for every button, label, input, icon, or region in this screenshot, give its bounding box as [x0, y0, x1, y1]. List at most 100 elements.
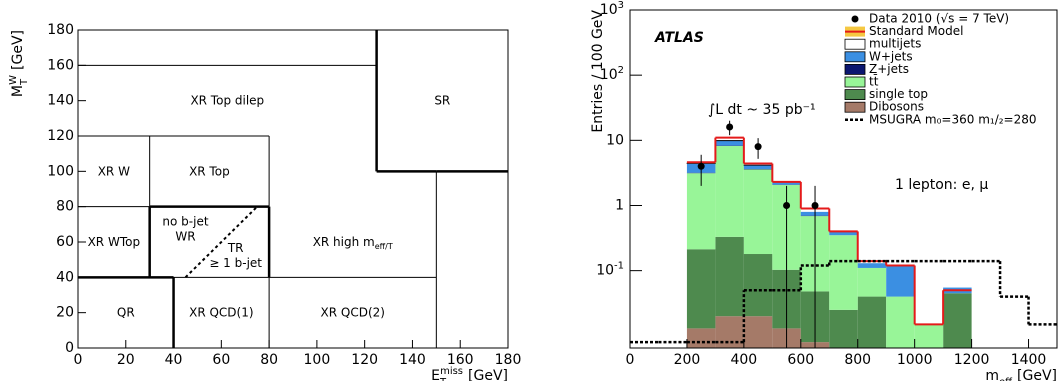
- label-sup: miss: [440, 366, 463, 377]
- region-label-text: XR QCD(1): [189, 305, 253, 319]
- legend-label: Standard Model: [869, 24, 963, 38]
- label-unit: [GeV]: [10, 30, 26, 70]
- region-label-text: XR QCD(2): [321, 305, 385, 319]
- region-label: XR QCD(1): [189, 305, 253, 319]
- plot-frame: [77, 29, 509, 349]
- region-label: SR: [434, 93, 450, 107]
- y-tick-label: 10-1: [596, 260, 624, 279]
- y-tick-label: 20: [56, 305, 74, 321]
- legend-label: single top: [869, 87, 928, 101]
- region-label: TR: [227, 240, 244, 254]
- region-label-text: XR high m: [313, 235, 375, 249]
- stack-segment: [914, 324, 944, 348]
- x-tick-label: 600: [787, 352, 814, 368]
- y-tick-base: 10: [606, 132, 624, 148]
- chart-title: ATLAS: [654, 30, 704, 46]
- y-tick-exponent: 2: [618, 65, 624, 76]
- x-tick-label: 60: [212, 352, 230, 368]
- x-axis-label: ETmiss [GeV]: [431, 366, 508, 381]
- x-tick-label: 1200: [954, 352, 990, 368]
- x-tick-label: 0: [626, 352, 635, 368]
- x-tick-label: 160: [447, 352, 474, 368]
- legend-label: Z+jets: [869, 62, 909, 76]
- x-tick-label: 1400: [1011, 352, 1047, 368]
- y-tick-exponent: -1: [614, 260, 624, 271]
- x-tick-label: 100: [304, 352, 331, 368]
- stack-segment: [715, 140, 745, 142]
- legend-swatch: [844, 51, 866, 63]
- label-base: M: [10, 85, 26, 97]
- stack-segment: [686, 249, 716, 329]
- y-tick-label: 1: [615, 197, 624, 213]
- legend-swatch: [844, 64, 866, 75]
- data-point: [783, 201, 791, 209]
- legend-swatch: [844, 76, 866, 88]
- y-tick-label: 10: [606, 132, 624, 148]
- region-label-text: SR: [434, 93, 450, 107]
- y-tick-label: 40: [56, 269, 74, 285]
- x-tick-label: 80: [260, 352, 278, 368]
- stack-segment: [857, 263, 887, 268]
- region-label-text: QR: [117, 305, 135, 319]
- region-label-text: ≥ 1 b-jet: [209, 255, 262, 269]
- y-tick-label: 140: [47, 93, 74, 109]
- region-boundary: [184, 205, 258, 279]
- y-tick-label: 100: [47, 163, 74, 179]
- stack-segment: [743, 254, 773, 317]
- region-label: XR Top dilep: [190, 93, 264, 107]
- y-tick-label: 0: [65, 340, 74, 356]
- data-point: [811, 201, 819, 209]
- legend-label: Data 2010 (√s = 7 TeV): [869, 12, 1009, 26]
- region-label-text: XR Top dilep: [190, 93, 264, 107]
- stack-segment: [943, 293, 972, 348]
- legend-label: W+jets: [869, 49, 913, 63]
- stack-segment: [829, 235, 858, 310]
- stack-segment: [857, 296, 887, 348]
- x-axis-label: meff [GeV]: [985, 368, 1057, 381]
- label-sub: T: [439, 377, 447, 381]
- stack-segment: [829, 231, 858, 236]
- y-tick-exponent: 3: [618, 0, 624, 11]
- region-label-sub: eff/T: [375, 242, 393, 251]
- x-tick-label: 200: [674, 352, 701, 368]
- y-tick-base: 1: [615, 197, 624, 213]
- data-point: [726, 123, 734, 131]
- stack-segment: [715, 140, 744, 146]
- legend-swatch: [844, 89, 866, 100]
- y-tick-label: 180: [47, 22, 74, 38]
- region-label-text: TR: [227, 240, 244, 254]
- region-label: XR W: [98, 164, 130, 178]
- plot-frame: [629, 9, 1058, 349]
- x-tick-label: 1000: [897, 352, 933, 368]
- x-tick-label: 40: [165, 352, 183, 368]
- region-label-text: XR Top: [189, 164, 230, 178]
- y-tick-label: 103: [600, 0, 624, 18]
- y-tick-label: 160: [47, 57, 74, 73]
- y-tick-base: 10: [600, 2, 618, 18]
- region-label: XR Top: [189, 164, 230, 178]
- region-label: XR high meff/T: [313, 235, 393, 252]
- x-tick-label: 800: [844, 352, 871, 368]
- stack-segment: [715, 316, 744, 348]
- stack-segment: [743, 165, 773, 170]
- stack-segment: [886, 265, 915, 297]
- stack-segment: [686, 328, 716, 348]
- region-label: QR: [117, 305, 135, 319]
- x-tick-label: 120: [351, 352, 378, 368]
- stack-segment: [772, 182, 801, 185]
- legend-swatch: [844, 101, 866, 113]
- region-label-text: WR: [175, 229, 195, 243]
- y-tick-base: 10: [596, 263, 614, 279]
- stack-segment: [829, 309, 858, 348]
- legend-label: MSUGRA m₀=360 m₁/₂=280: [869, 112, 1037, 126]
- stack-segment: [715, 145, 744, 237]
- legend-label: multijets: [869, 37, 921, 51]
- stack-segment: [743, 316, 773, 348]
- y-tick-label: 80: [56, 199, 74, 215]
- label-sub: T: [19, 78, 30, 86]
- y-tick-label: 120: [47, 128, 74, 144]
- y-tick-base: 10: [600, 67, 618, 83]
- legend-swatch: [844, 38, 866, 50]
- region-label-text: no b-jet: [162, 214, 208, 228]
- region-label: XR QCD(2): [321, 305, 385, 319]
